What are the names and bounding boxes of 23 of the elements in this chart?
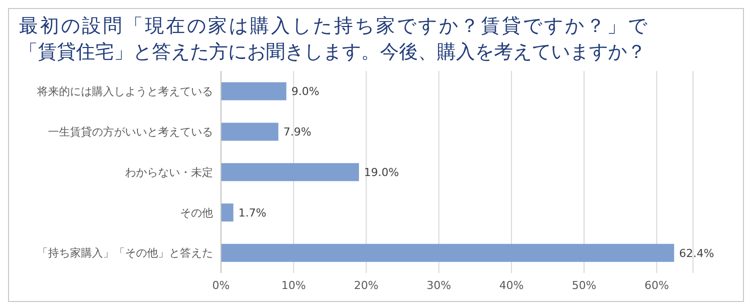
x-tick-label: 20% (354, 278, 378, 292)
x-tick-label: 40% (499, 278, 524, 292)
x-tick-label: 0% (212, 278, 230, 292)
bar (221, 122, 278, 141)
y-tick-label: 将来的には購入しようと考えている (36, 85, 213, 98)
x-tick-label: 60% (644, 278, 669, 292)
bar (221, 244, 674, 262)
x-tick-label: 50% (572, 278, 596, 292)
bar (221, 204, 234, 222)
chart-title: 最初の設問「現在の家は購入した持ち家ですか？賃貸ですか？」で「賃貸住宅」と答えた方にお聞きします。今後、購入を考えていますか？ (19, 15, 649, 63)
y-tick-label: 「持ち家購入」「その他」と答えた (37, 246, 213, 260)
data-label: 7.9% (283, 126, 312, 139)
y-tick-label: 一生賃貸の方がいいと考えている (48, 126, 213, 139)
data-label: 9.0% (291, 85, 320, 98)
data-label: 62.4% (679, 246, 714, 260)
x-tick-label: 30% (426, 278, 452, 292)
data-label: 1.7% (238, 206, 266, 220)
y-tick-label: わからない・未定 (125, 166, 213, 179)
bar (221, 82, 286, 100)
x-tick-label: 10% (281, 278, 306, 292)
y-tick-label: その他 (180, 206, 213, 220)
bar (221, 163, 359, 182)
data-label: 19.0% (364, 166, 399, 180)
